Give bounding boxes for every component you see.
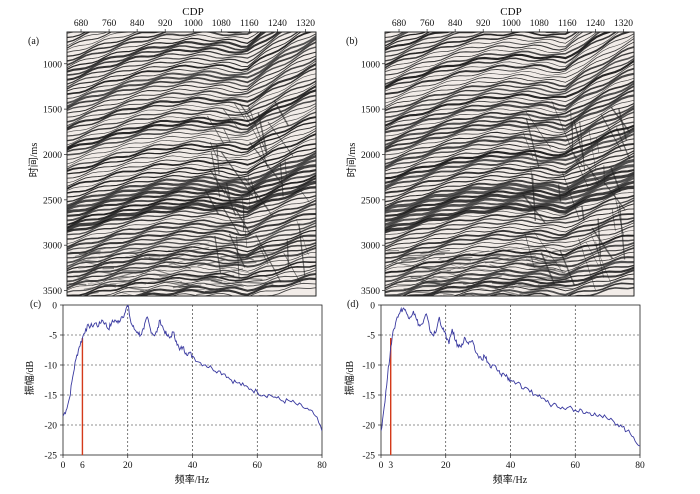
- cdp-tick-label: 1240: [586, 19, 605, 29]
- y-tick-label: 0: [370, 302, 375, 312]
- cdp-tick-label: 1160: [240, 19, 259, 29]
- x-tick-label: 20: [441, 461, 451, 471]
- time-ticks-a: 1000 1500 2000 2500 3000 3500: [43, 60, 67, 297]
- y-tick-label: -20: [362, 422, 375, 432]
- panel-label-a: (a): [28, 36, 39, 47]
- x-tick-label: 40: [188, 461, 198, 471]
- x-tick-label: 60: [253, 461, 263, 471]
- time-tick-label: 1000: [43, 60, 62, 70]
- time-tick-label: 1000: [361, 60, 380, 70]
- cdp-tick-label: 1000: [184, 19, 203, 29]
- x-tick-label: 0: [379, 461, 384, 471]
- spectrum-series-d: [381, 306, 640, 455]
- marker-tick-label: 3: [388, 461, 393, 471]
- cdp-tick-label: 840: [130, 19, 145, 29]
- x-tick-label: 40: [506, 461, 516, 471]
- y-tick-label: -5: [49, 332, 57, 342]
- time-ticks-b: 1000 1500 2000 2500 3000 3500: [361, 60, 385, 297]
- y-tick-label: -5: [367, 332, 375, 342]
- time-tick-label: 3500: [361, 287, 380, 297]
- time-tick-label: 1500: [43, 106, 62, 116]
- cdp-ticks-b: 680 760 840 920 1000 1080 1160 1240 1320: [392, 19, 633, 32]
- y-tick-label: -25: [362, 452, 375, 462]
- y-tick-label: -15: [362, 392, 375, 402]
- y-tick-label: -25: [44, 452, 57, 462]
- panel-label-d: (d): [347, 299, 359, 310]
- cdp-tick-label: 760: [420, 19, 435, 29]
- cdp-tick-label: 840: [448, 19, 463, 29]
- time-tick-label: 1500: [361, 106, 380, 116]
- time-tick-label: 2500: [361, 196, 380, 206]
- spectrum-panel-c: (c) 振幅/dB 频率/Hz 0 20 40 60 8060-5-10-15-20-2…: [23, 299, 327, 486]
- time-tick-label: 2000: [361, 151, 380, 161]
- cdp-tick-label: 920: [158, 19, 173, 29]
- y-tick-label: -10: [44, 362, 57, 372]
- grid-d: [381, 305, 640, 455]
- cdp-tick-label: 1320: [614, 19, 633, 29]
- time-tick-label: 2000: [43, 151, 62, 161]
- seismic-panel-a: (a) CDP 680 760 840 920 1000 1080 1160 1240 1320…: [27, 6, 317, 297]
- cdp-axis-title-b: CDP: [500, 6, 521, 18]
- seismic-reflections-a: [67, 32, 316, 296]
- x-tick-label: 80: [635, 461, 645, 471]
- cdp-tick-label: 1080: [530, 19, 549, 29]
- x-tick-label: 60: [571, 461, 581, 471]
- spectrum-line: [63, 305, 322, 432]
- y-axis-label-a: 时间/ms: [27, 143, 40, 178]
- grid-c: [63, 305, 322, 455]
- x-tick-label: 20: [123, 461, 133, 471]
- seismic-panel-b: (b) CDP 680 760 840 920 1000 1080 1160 1240 1320…: [345, 6, 635, 297]
- cdp-tick-label: 920: [476, 19, 491, 29]
- seismic-reflections-b: [385, 32, 634, 296]
- y-tick-label: -15: [44, 392, 57, 402]
- y-axis-label-c: 振幅/dB: [23, 360, 36, 395]
- plot-frame-d: [380, 304, 641, 456]
- time-tick-label: 3000: [43, 242, 62, 252]
- cdp-tick-label: 680: [74, 19, 89, 29]
- x-axis-label-c: 频率/Hz: [175, 473, 210, 486]
- cdp-tick-label: 1000: [502, 19, 521, 29]
- x-axis-label-d: 频率/Hz: [493, 473, 528, 486]
- cdp-tick-label: 1160: [558, 19, 577, 29]
- time-tick-label: 2500: [43, 196, 62, 206]
- time-tick-label: 3500: [43, 287, 62, 297]
- spectrum-series-c: [63, 305, 322, 455]
- cdp-tick-label: 1240: [268, 19, 287, 29]
- y-axis-label-d: 振幅/dB: [343, 360, 356, 395]
- y-axis-label-b: 时间/ms: [345, 143, 358, 178]
- cdp-tick-label: 680: [392, 19, 407, 29]
- cdp-tick-label: 1320: [296, 19, 315, 29]
- y-tick-label: -10: [362, 362, 375, 372]
- marker-tick-label: 6: [80, 461, 85, 471]
- cdp-tick-label: 1080: [212, 19, 231, 29]
- panel-label-c: (c): [30, 299, 41, 310]
- cdp-axis-title-a: CDP: [182, 6, 203, 18]
- spectrum-line: [381, 306, 640, 447]
- time-tick-label: 3000: [361, 242, 380, 252]
- cdp-tick-label: 760: [102, 19, 117, 29]
- y-tick-label: 0: [52, 302, 57, 312]
- y-tick-label: -20: [44, 422, 57, 432]
- spectrum-panel-d: (d) 振幅/dB 频率/Hz 0 20 40 60 8030-5-10-15-20-2…: [343, 299, 645, 486]
- panel-label-b: (b): [346, 36, 358, 47]
- plot-frame-c: [62, 304, 323, 456]
- x-tick-label: 80: [317, 461, 327, 471]
- x-tick-label: 0: [61, 461, 66, 471]
- cdp-ticks-a: 680 760 840 920 1000 1080 1160 1240 1320: [74, 19, 315, 32]
